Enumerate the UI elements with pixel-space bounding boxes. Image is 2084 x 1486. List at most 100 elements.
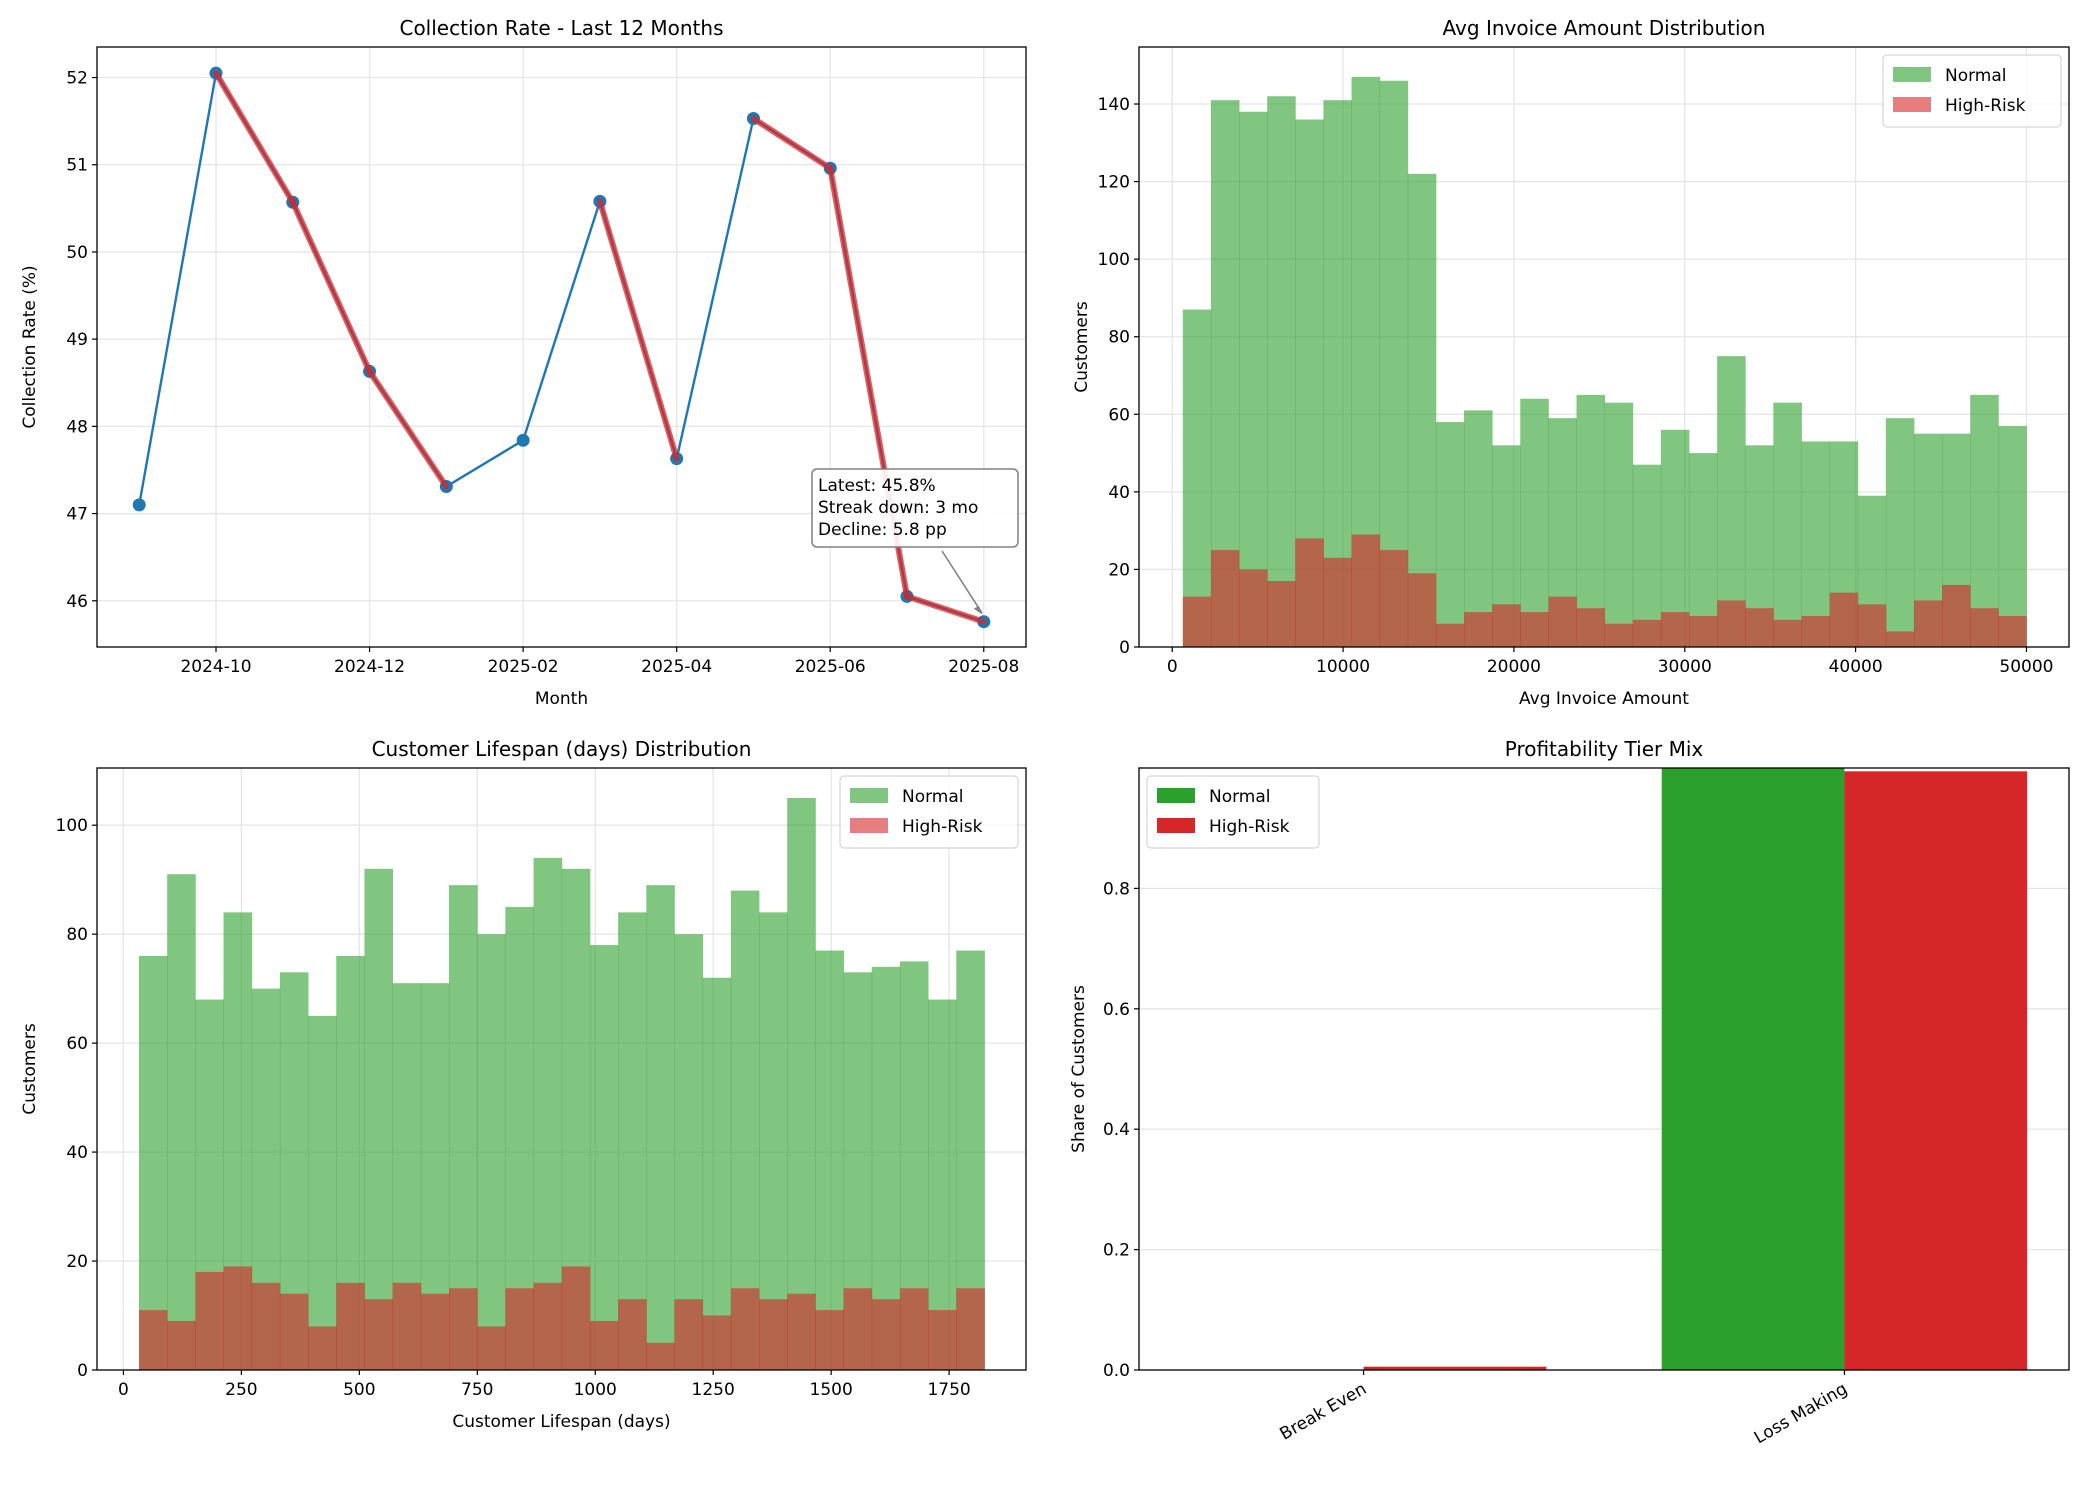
axes-frame xyxy=(1138,767,2070,1371)
bar-high-risk xyxy=(195,1271,224,1370)
y-tick-label: 80 xyxy=(1108,328,1130,348)
decline-segment xyxy=(289,199,373,375)
y-tick-label: 40 xyxy=(66,1143,88,1163)
bar-normal xyxy=(618,912,647,1370)
chart-panel-3: Customer Lifespan (days) Distribution Cus… xyxy=(20,737,1027,1432)
axes-frame xyxy=(96,767,1027,1371)
y-tick-label: 20 xyxy=(1108,560,1130,580)
bar-high-risk xyxy=(505,1288,534,1370)
legend-label: High-Risk xyxy=(902,817,983,837)
x-tick-label: 40000 xyxy=(1829,657,1883,677)
bar-high-risk xyxy=(1689,615,1718,647)
bar-normal xyxy=(787,797,816,1370)
chart-panel-4: Profitability Tier Mix Share of Customers… xyxy=(1069,737,2070,1448)
x-axis-label: Month xyxy=(535,689,588,709)
bar-high-risk xyxy=(364,1299,394,1370)
bar-high-risk xyxy=(1801,615,1831,647)
legend-swatch-normal xyxy=(1157,788,1195,803)
legend-label: High-Risk xyxy=(1945,96,2026,116)
bar-high-risk xyxy=(533,1282,563,1370)
bar-high-risk xyxy=(1745,608,1774,647)
bar-normal xyxy=(1520,398,1549,647)
y-tick-label: 51 xyxy=(66,156,88,176)
plot-area xyxy=(1139,768,2069,1370)
y-tick-label: 0.4 xyxy=(1103,1120,1130,1140)
bar-high-risk xyxy=(1407,573,1437,647)
y-tick-label: 0 xyxy=(1119,638,1130,658)
bar-normal xyxy=(1267,96,1296,647)
y-axis-label: Customers xyxy=(1072,301,1092,393)
x-tick-label: 750 xyxy=(461,1380,493,1400)
legend-swatch-high-risk xyxy=(1893,97,1931,112)
arrow-head-icon xyxy=(973,605,983,615)
bar-normal xyxy=(1407,173,1437,647)
bar-high-risk xyxy=(899,1288,929,1370)
bar-normal xyxy=(477,934,506,1370)
data-point xyxy=(132,498,146,512)
bar-high-risk xyxy=(1379,550,1409,647)
y-tick-label: 140 xyxy=(1098,95,1130,115)
bar-high-risk xyxy=(477,1326,506,1370)
y-tick-label: 47 xyxy=(66,505,88,525)
bar-normal xyxy=(138,955,168,1370)
bar-high-risk xyxy=(1323,557,1352,647)
y-tick-label: 46 xyxy=(66,592,88,612)
bar-high-risk xyxy=(1717,600,1746,647)
x-tick-label: Loss Making xyxy=(1751,1379,1851,1448)
bar-high-risk xyxy=(815,1310,844,1370)
plot-area xyxy=(1139,47,2069,647)
x-tick-label: 50000 xyxy=(1999,657,2053,677)
bar-high-risk xyxy=(1970,608,1999,647)
bar-high-risk xyxy=(956,1288,985,1370)
bar-high-risk xyxy=(308,1326,337,1370)
bar-high-risk xyxy=(449,1288,478,1370)
bar-high-risk xyxy=(167,1320,196,1370)
legend-swatch-normal xyxy=(850,788,888,803)
x-tick-label: 0 xyxy=(118,1380,129,1400)
annotation-line: Streak down: 3 mo xyxy=(818,498,978,518)
legend-label: Normal xyxy=(1945,66,2007,86)
bar-normal xyxy=(1182,309,1212,647)
x-tick-label: 2025-06 xyxy=(795,657,866,677)
annotation-line: Latest: 45.8% xyxy=(818,476,936,496)
y-tick-label: 0.0 xyxy=(1103,1361,1130,1381)
y-tick-label: 0.8 xyxy=(1103,879,1130,899)
bar-normal xyxy=(1323,100,1352,647)
bar-normal xyxy=(1801,441,1831,647)
x-tick-label: Break Even xyxy=(1277,1379,1371,1445)
legend-swatch-high-risk xyxy=(1157,818,1195,833)
bar-high-risk xyxy=(1239,569,1268,647)
decline-segment xyxy=(903,593,987,625)
bar-high-risk xyxy=(1435,623,1465,647)
bar-high-risk xyxy=(336,1282,365,1370)
chart-title: Collection Rate - Last 12 Months xyxy=(399,16,723,40)
y-tick-label: 20 xyxy=(66,1252,88,1272)
bar-high-risk xyxy=(1520,612,1549,647)
annotation-arrow xyxy=(941,550,983,614)
chart-title: Profitability Tier Mix xyxy=(1505,737,1704,761)
bar-normal xyxy=(1689,453,1718,647)
bar-high-risk xyxy=(392,1282,422,1370)
bar-high-risk xyxy=(420,1293,450,1370)
bar-high-risk xyxy=(1548,596,1577,647)
bar-high-risk xyxy=(1885,631,1915,647)
bar-normal xyxy=(646,885,675,1370)
bar-high-risk xyxy=(223,1266,253,1370)
bar-high-risk xyxy=(618,1299,647,1370)
bar-high-risk xyxy=(730,1288,760,1370)
bar-normal xyxy=(674,934,704,1370)
y-tick-label: 100 xyxy=(1098,250,1130,270)
bar-high-risk xyxy=(251,1282,281,1370)
bar-high-risk xyxy=(1363,1366,1547,1370)
bar-high-risk xyxy=(1267,581,1296,647)
bar-normal xyxy=(1660,429,1690,647)
bar-normal xyxy=(1717,356,1746,647)
bar-normal xyxy=(815,950,844,1370)
bar-normal xyxy=(1632,464,1662,647)
y-tick-label: 40 xyxy=(1108,483,1130,503)
bar-high-risk xyxy=(1210,550,1240,647)
bar-high-risk xyxy=(702,1315,732,1370)
y-tick-label: 60 xyxy=(66,1034,88,1054)
x-tick-label: 1250 xyxy=(692,1380,735,1400)
y-tick-label: 0.6 xyxy=(1103,1000,1130,1020)
